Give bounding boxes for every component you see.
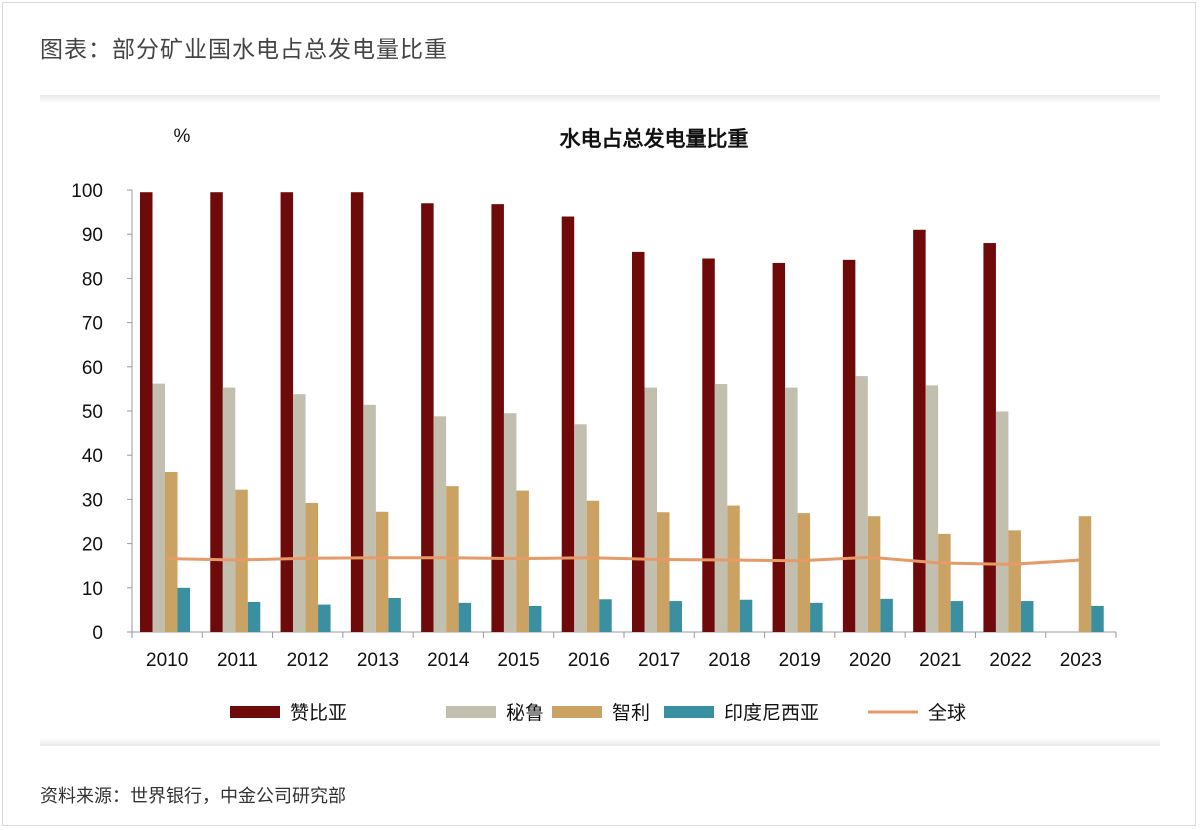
x-tick-label: 2018 — [708, 650, 750, 671]
x-tick-label: 2014 — [427, 650, 470, 671]
bar-秘鲁 — [855, 376, 868, 632]
bar-印度尼西亚 — [388, 597, 401, 632]
bar-智利 — [938, 533, 951, 632]
y-tick-label: 70 — [82, 314, 103, 335]
bar-赞比亚 — [702, 258, 715, 632]
bar-印度尼西亚 — [458, 602, 472, 632]
bar-赞比亚 — [561, 216, 575, 632]
y-tick-label: 20 — [82, 535, 103, 556]
x-tick-label: 2011 — [217, 650, 258, 671]
line-全球 — [167, 555, 1081, 566]
bar-印度尼西亚 — [950, 601, 964, 632]
y-tick-label: 80 — [82, 269, 103, 290]
bar-印度尼西亚 — [880, 598, 893, 632]
bar-智利 — [165, 471, 178, 632]
x-tick-label: 2012 — [287, 650, 329, 671]
bottom-divider — [40, 738, 1160, 746]
bar-智利 — [586, 500, 600, 632]
legend-swatch — [230, 706, 280, 718]
bar-秘鲁 — [222, 387, 236, 632]
bar-智利 — [516, 490, 529, 632]
y-tick-label: 90 — [82, 225, 103, 246]
bar-智利 — [375, 511, 389, 632]
bar-秘鲁 — [995, 411, 1009, 632]
bar-智利 — [657, 512, 670, 632]
y-tick-label: 0 — [92, 623, 103, 644]
legend-label: 赞比亚 — [290, 702, 347, 724]
x-tick-label: 2021 — [919, 650, 961, 671]
bar-赞比亚 — [842, 259, 856, 632]
bar-秘鲁 — [293, 394, 306, 632]
bar-智利 — [727, 505, 740, 632]
x-tick-label: 2019 — [779, 650, 821, 671]
x-tick-label: 2023 — [1060, 650, 1102, 671]
y-tick-label: 100 — [71, 181, 103, 202]
bar-秘鲁 — [644, 387, 657, 632]
bar-印度尼西亚 — [1091, 605, 1104, 632]
y-tick-label: 10 — [82, 579, 103, 600]
bar-秘鲁 — [785, 387, 798, 632]
bar-秘鲁 — [574, 424, 587, 632]
y-tick-label: 60 — [82, 358, 103, 379]
y-axis-unit: % — [174, 126, 191, 147]
bar-印度尼西亚 — [1020, 601, 1034, 632]
bar-赞比亚 — [421, 203, 434, 632]
bar-印度尼西亚 — [599, 599, 612, 632]
bar-印度尼西亚 — [528, 605, 542, 632]
x-tick-label: 2013 — [357, 650, 399, 671]
legend-label: 印度尼西亚 — [724, 702, 819, 724]
bar-智利 — [1078, 516, 1092, 632]
x-tick-label: 2015 — [497, 650, 539, 671]
x-tick-label: 2010 — [146, 650, 188, 671]
legend-swatch — [552, 706, 602, 718]
x-tick-label: 2017 — [638, 650, 680, 671]
bar-秘鲁 — [433, 416, 447, 632]
legend-label: 秘鲁 — [506, 702, 544, 724]
bar-赞比亚 — [350, 192, 364, 632]
y-tick-label: 50 — [82, 402, 103, 423]
bar-印度尼西亚 — [318, 604, 331, 632]
bar-秘鲁 — [925, 385, 939, 632]
figure-title: 图表：部分矿业国水电占总发电量比重 — [40, 37, 448, 63]
bar-秘鲁 — [363, 404, 376, 632]
bar-赞比亚 — [280, 192, 294, 632]
bar-智利 — [1008, 530, 1021, 632]
top-divider — [40, 95, 1160, 103]
bar-印度尼西亚 — [247, 601, 261, 632]
bar-秘鲁 — [152, 383, 165, 632]
y-tick-label: 30 — [82, 490, 103, 511]
legend-label: 全球 — [928, 702, 966, 724]
chart-title: 水电占总发电量比重 — [560, 127, 749, 151]
bar-赞比亚 — [983, 243, 996, 633]
bar-赞比亚 — [913, 229, 926, 632]
bar-秘鲁 — [503, 413, 517, 632]
bar-智利 — [797, 513, 811, 632]
bar-赞比亚 — [772, 262, 786, 632]
bar-秘鲁 — [714, 384, 728, 632]
legend-swatch — [664, 706, 714, 718]
legend-label: 智利 — [612, 702, 650, 724]
x-tick-label: 2016 — [568, 650, 610, 671]
bar-印度尼西亚 — [810, 602, 823, 632]
bar-印度尼西亚 — [739, 599, 753, 632]
bar-赞比亚 — [210, 192, 223, 632]
bar-智利 — [867, 516, 881, 632]
bar-赞比亚 — [632, 251, 645, 632]
bar-赞比亚 — [491, 204, 504, 633]
x-tick-label: 2022 — [989, 650, 1031, 671]
bar-印度尼西亚 — [669, 601, 682, 632]
bar-印度尼西亚 — [177, 587, 190, 632]
source-note: 资料来源：世界银行，中金公司研究部 — [40, 786, 346, 807]
x-tick-label: 2020 — [849, 650, 891, 671]
bar-赞比亚 — [140, 192, 153, 632]
legend-swatch — [446, 706, 496, 718]
y-tick-label: 40 — [82, 446, 103, 467]
bar-智利 — [305, 502, 319, 632]
